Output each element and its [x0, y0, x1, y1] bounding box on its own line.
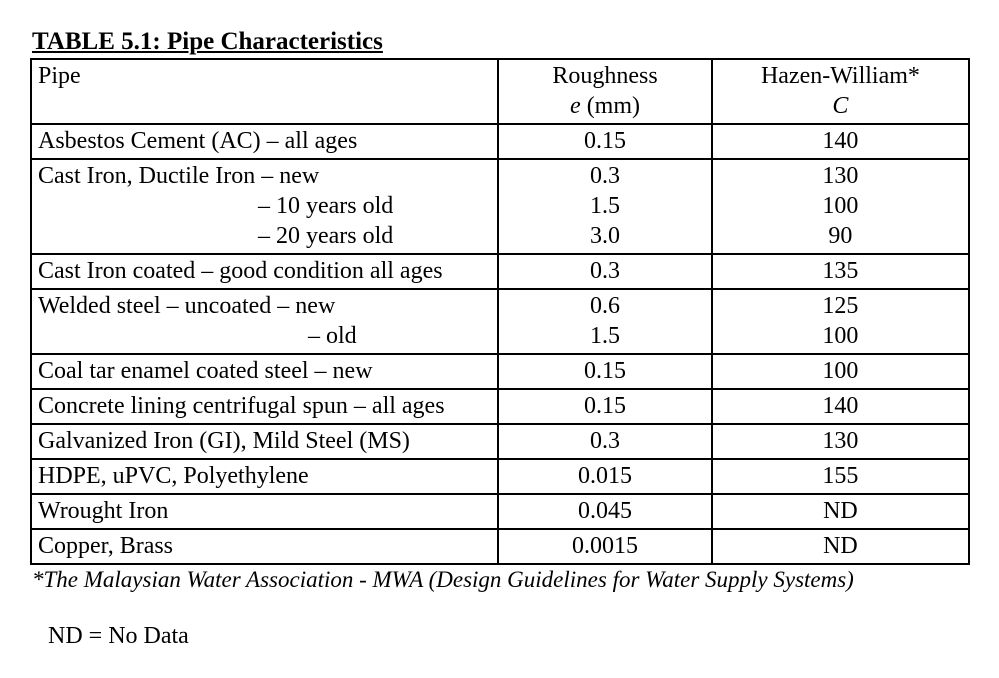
table-row: Asbestos Cement (AC) – all ages 0.15 140	[31, 124, 969, 159]
header-roughness-l2: e (mm)	[505, 91, 705, 121]
cell-roughness-value: 0.015	[505, 461, 705, 491]
cell-hazen-value: 100	[719, 356, 962, 386]
table-row: Cast Iron, Ductile Iron – new– 10 years …	[31, 159, 969, 254]
cell-hazen: 130	[712, 424, 969, 459]
cell-hazen: 13010090	[712, 159, 969, 254]
cell-pipe-line: Welded steel – uncoated – new	[38, 291, 491, 321]
cell-pipe-line: Asbestos Cement (AC) – all ages	[38, 126, 491, 156]
cell-roughness-value: 0.6	[505, 291, 705, 321]
cell-pipe: Asbestos Cement (AC) – all ages	[31, 124, 498, 159]
footnote-text: The Malaysian Water Association - MWA (D…	[44, 567, 854, 592]
cell-pipe-line: Coal tar enamel coated steel – new	[38, 356, 491, 386]
cell-hazen-value: ND	[719, 531, 962, 561]
table-row: Wrought Iron 0.045 ND	[31, 494, 969, 529]
header-pipe: Pipe	[31, 59, 498, 124]
cell-roughness-value: 0.045	[505, 496, 705, 526]
cell-roughness: 0.045	[498, 494, 712, 529]
header-roughness-e: e	[570, 93, 581, 119]
cell-roughness-value: 0.15	[505, 391, 705, 421]
cell-pipe: Welded steel – uncoated – new– old	[31, 289, 498, 354]
header-roughness-unit: (mm)	[581, 93, 640, 119]
cell-pipe: Cast Iron, Ductile Iron – new– 10 years …	[31, 159, 498, 254]
table-row: Concrete lining centrifugal spun – all a…	[31, 389, 969, 424]
header-hazen-l1: Hazen-William*	[719, 61, 962, 91]
legend-nd: ND = No Data	[48, 623, 969, 650]
cell-roughness: 0.3	[498, 424, 712, 459]
cell-hazen-value: ND	[719, 496, 962, 526]
header-roughness: Roughness e (mm)	[498, 59, 712, 124]
cell-roughness-value: 0.3	[505, 161, 705, 191]
cell-pipe: Coal tar enamel coated steel – new	[31, 354, 498, 389]
cell-roughness: 0.61.5	[498, 289, 712, 354]
cell-hazen-value: 135	[719, 256, 962, 286]
header-hazen: Hazen-William* C	[712, 59, 969, 124]
cell-roughness-value: 0.0015	[505, 531, 705, 561]
footnote-asterisk: *	[32, 567, 44, 592]
cell-pipe-line: HDPE, uPVC, Polyethylene	[38, 461, 491, 491]
cell-roughness: 0.15	[498, 124, 712, 159]
cell-hazen-value: 100	[719, 191, 962, 221]
table-row: Welded steel – uncoated – new– old0.61.5…	[31, 289, 969, 354]
cell-roughness-value: 3.0	[505, 221, 705, 251]
cell-hazen-value: 130	[719, 161, 962, 191]
cell-pipe: Concrete lining centrifugal spun – all a…	[31, 389, 498, 424]
table-title: TABLE 5.1: Pipe Characteristics	[32, 28, 969, 56]
cell-roughness-value: 0.3	[505, 426, 705, 456]
cell-hazen-value: 100	[719, 321, 962, 351]
cell-roughness-value: 1.5	[505, 191, 705, 221]
cell-pipe-line: – old	[38, 321, 491, 351]
cell-pipe-line: – 20 years old	[38, 221, 491, 251]
cell-roughness-value: 0.3	[505, 256, 705, 286]
cell-roughness: 0.15	[498, 389, 712, 424]
table-row: Coal tar enamel coated steel – new 0.15 10…	[31, 354, 969, 389]
cell-pipe: Copper, Brass	[31, 529, 498, 564]
cell-hazen-value: 140	[719, 126, 962, 156]
table-row: Copper, Brass 0.0015 ND	[31, 529, 969, 564]
cell-pipe-line: Copper, Brass	[38, 531, 491, 561]
pipe-characteristics-table: Pipe Roughness e (mm) Hazen-William* C A…	[30, 58, 970, 565]
table-row: HDPE, uPVC, Polyethylene 0.015 155	[31, 459, 969, 494]
table-row: Galvanized Iron (GI), Mild Steel (MS) 0.3…	[31, 424, 969, 459]
cell-pipe: HDPE, uPVC, Polyethylene	[31, 459, 498, 494]
cell-pipe-line: – 10 years old	[38, 191, 491, 221]
cell-roughness: 0.15	[498, 354, 712, 389]
cell-hazen-value: 130	[719, 426, 962, 456]
cell-hazen: 155	[712, 459, 969, 494]
cell-hazen-value: 140	[719, 391, 962, 421]
cell-hazen-value: 90	[719, 221, 962, 251]
cell-hazen: 140	[712, 389, 969, 424]
header-roughness-l1: Roughness	[505, 61, 705, 91]
cell-roughness: 0.0015	[498, 529, 712, 564]
cell-pipe-line: Concrete lining centrifugal spun – all a…	[38, 391, 491, 421]
table-header-row: Pipe Roughness e (mm) Hazen-William* C	[31, 59, 969, 124]
footnote: *The Malaysian Water Association - MWA (…	[32, 567, 969, 593]
cell-pipe: Cast Iron coated – good condition all ag…	[31, 254, 498, 289]
cell-hazen: ND	[712, 529, 969, 564]
cell-hazen-value: 155	[719, 461, 962, 491]
cell-pipe-line: Galvanized Iron (GI), Mild Steel (MS)	[38, 426, 491, 456]
header-hazen-l2: C	[719, 91, 962, 121]
cell-roughness: 0.015	[498, 459, 712, 494]
cell-hazen: 135	[712, 254, 969, 289]
table-row: Cast Iron coated – good condition all ag…	[31, 254, 969, 289]
cell-hazen: 125100	[712, 289, 969, 354]
cell-roughness-value: 1.5	[505, 321, 705, 351]
cell-pipe: Wrought Iron	[31, 494, 498, 529]
cell-hazen: 100	[712, 354, 969, 389]
cell-pipe-line: Wrought Iron	[38, 496, 491, 526]
cell-roughness-value: 0.15	[505, 356, 705, 386]
cell-roughness: 0.31.53.0	[498, 159, 712, 254]
cell-pipe: Galvanized Iron (GI), Mild Steel (MS)	[31, 424, 498, 459]
cell-hazen: ND	[712, 494, 969, 529]
cell-roughness-value: 0.15	[505, 126, 705, 156]
cell-hazen-value: 125	[719, 291, 962, 321]
cell-pipe-line: Cast Iron coated – good condition all ag…	[38, 256, 491, 286]
cell-pipe-line: Cast Iron, Ductile Iron – new	[38, 161, 491, 191]
cell-roughness: 0.3	[498, 254, 712, 289]
cell-hazen: 140	[712, 124, 969, 159]
